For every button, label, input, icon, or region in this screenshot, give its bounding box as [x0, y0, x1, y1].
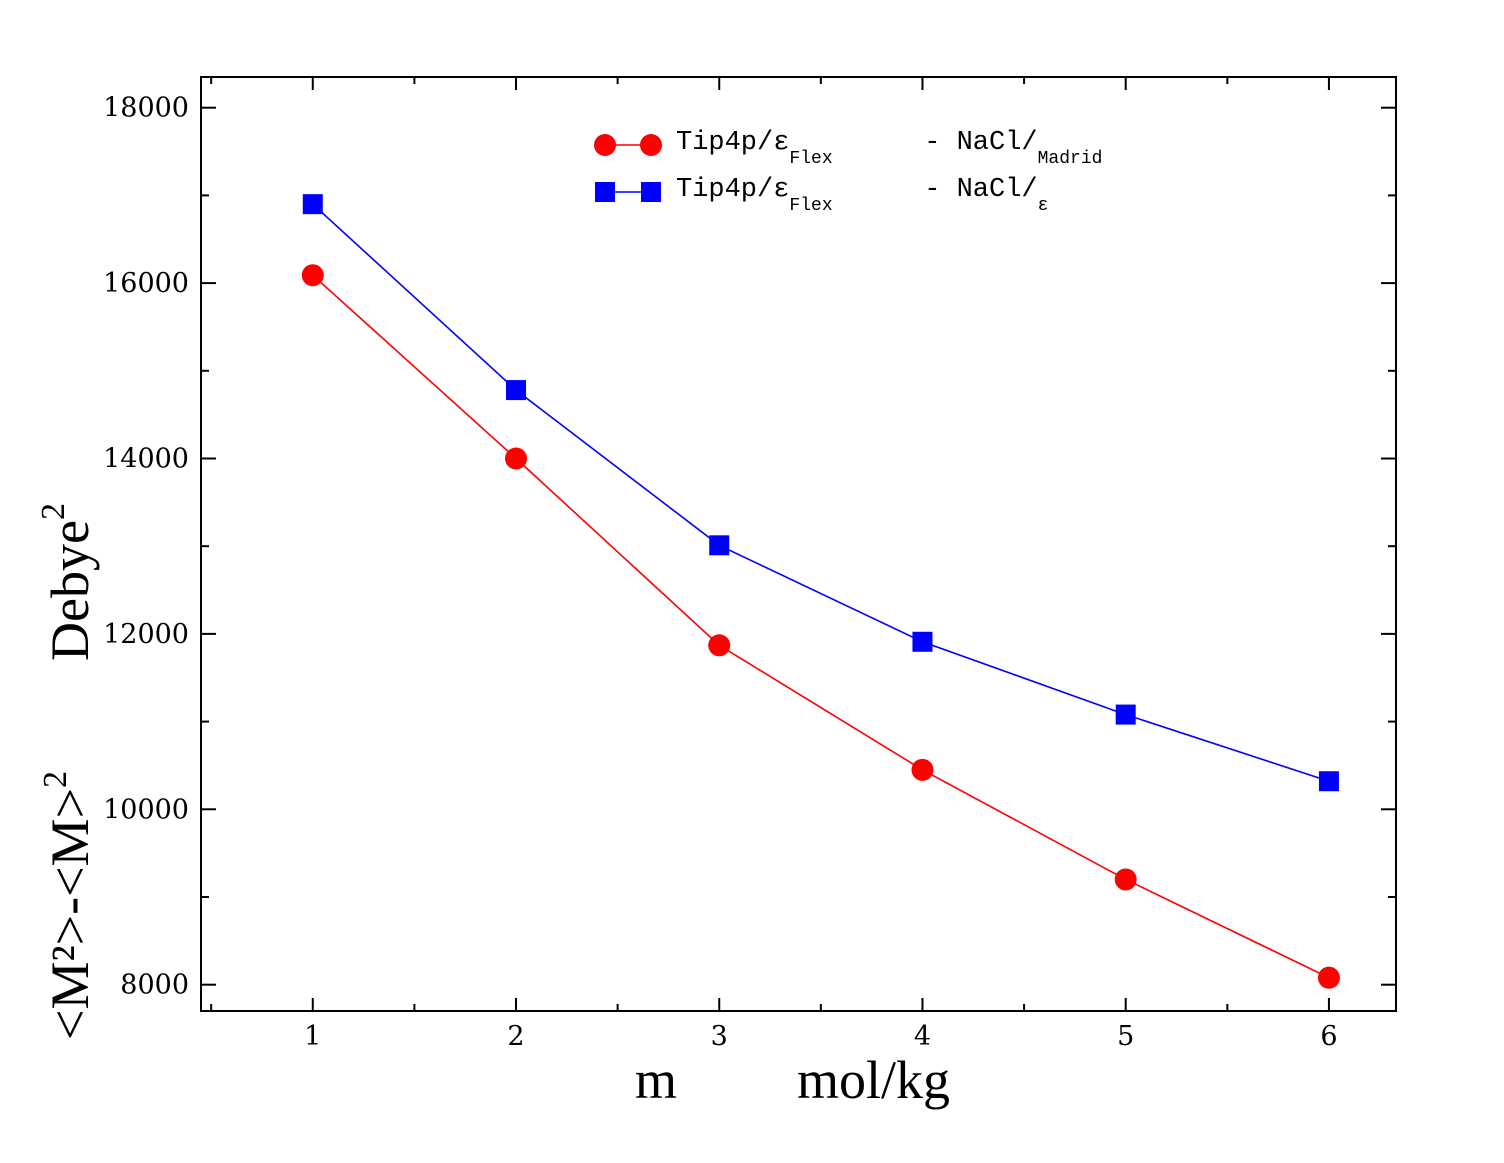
data-point-series-0 [1317, 966, 1340, 989]
legend-series-1-tail-sub: ε [1038, 196, 1049, 216]
legend-series-0-tail-sub: Madrid [1038, 149, 1103, 169]
x-axis-title: m [635, 1050, 677, 1110]
data-point-series-1 [709, 535, 730, 556]
data-point-series-0 [708, 634, 731, 657]
x-tick-label: 2 [507, 1021, 524, 1052]
legend-series-1-name: Tip4p/ε [676, 175, 789, 205]
axes: 1 2 3 4 5 6 8000 10000 12000 14000 16000 18000 [103, 76, 1397, 1052]
x-tick-label: 6 [1320, 1021, 1337, 1052]
legend-label-series-0: Tip4p/εFlex - NaCl/Madrid [676, 128, 1102, 169]
y-axis-title-units: Debye [40, 520, 100, 661]
y-axis-title-units-sup: 2 [35, 503, 72, 520]
x-tick-label: 5 [1117, 1021, 1134, 1052]
y-axis-title-main: <M²>-<M> [40, 788, 100, 1040]
y-tick-label: 18000 [103, 93, 189, 124]
plot-area [301, 194, 1340, 989]
data-point-series-1 [302, 194, 323, 215]
legend-marker-series-0 [594, 134, 616, 156]
series-line-1 [312, 203, 1330, 782]
legend-series-1-name-sub: Flex [789, 196, 832, 216]
legend-marker-series-1 [595, 182, 615, 202]
legend-series-0-name: Tip4p/ε [676, 128, 789, 158]
legend-marker-series-1-end [641, 182, 661, 202]
legend-series-0-name-sub: Flex [789, 149, 832, 169]
legend-series-0-tail: - NaCl/ [908, 128, 1038, 158]
x-tick-label: 4 [914, 1021, 931, 1052]
data-point-series-0 [505, 447, 528, 470]
y-tick-label: 10000 [103, 794, 189, 825]
y-tick-label: 12000 [103, 619, 189, 650]
data-point-series-1 [506, 380, 527, 401]
series-line-0 [312, 274, 1330, 979]
x-tick-label: 1 [304, 1021, 321, 1052]
legend: Tip4p/εFlex - NaCl/Madrid Tip4p/εFlex - … [594, 128, 1102, 216]
y-axis-title-main-sup: 2 [37, 771, 74, 788]
y-tick-label: 14000 [103, 443, 189, 474]
plot-frame [200, 76, 1397, 1012]
data-point-series-0 [1114, 868, 1137, 891]
data-point-series-0 [911, 758, 934, 781]
y-tick-label: 16000 [103, 268, 189, 299]
data-point-series-1 [912, 631, 933, 652]
x-tick-label: 3 [711, 1021, 728, 1052]
data-point-series-1 [1318, 771, 1339, 792]
data-point-series-1 [1115, 704, 1136, 725]
y-axis-title: <M²>-<M>2Debye2 [35, 503, 100, 1040]
data-point-series-0 [301, 264, 324, 287]
x-axis-title-units: mol/kg [797, 1050, 950, 1110]
y-tick-label: 8000 [120, 970, 189, 1001]
legend-label-series-1: Tip4p/εFlex - NaCl/ε [676, 175, 1048, 216]
legend-series-1-tail: - NaCl/ [908, 175, 1038, 205]
legend-marker-series-0-end [640, 134, 662, 156]
